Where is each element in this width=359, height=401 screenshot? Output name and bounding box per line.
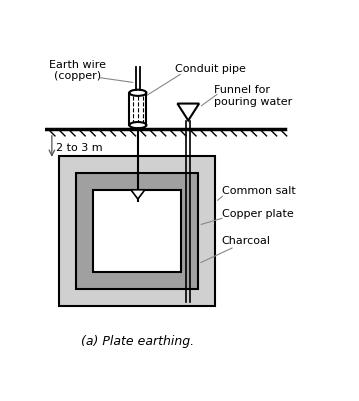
Text: (a) Plate earthing.: (a) Plate earthing. bbox=[80, 335, 194, 348]
Ellipse shape bbox=[129, 122, 146, 128]
Text: Charcoal: Charcoal bbox=[222, 236, 271, 246]
Ellipse shape bbox=[129, 90, 146, 96]
Bar bbox=[76, 173, 198, 289]
Polygon shape bbox=[177, 103, 199, 120]
Bar bbox=[129, 93, 146, 125]
Text: Conduit pipe: Conduit pipe bbox=[175, 63, 246, 73]
Text: Earth wire
(copper): Earth wire (copper) bbox=[49, 60, 106, 81]
Bar bbox=[93, 190, 181, 272]
Bar bbox=[59, 156, 215, 306]
Text: Copper plate: Copper plate bbox=[222, 209, 293, 219]
Text: 2 to 3 m: 2 to 3 m bbox=[56, 143, 102, 153]
Polygon shape bbox=[131, 190, 145, 199]
Text: Funnel for
pouring water: Funnel for pouring water bbox=[214, 85, 292, 107]
Text: Common salt: Common salt bbox=[222, 186, 295, 196]
